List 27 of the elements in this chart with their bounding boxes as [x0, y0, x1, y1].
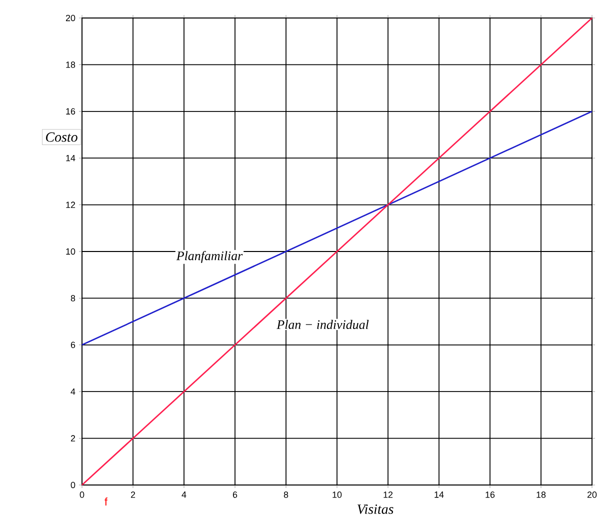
x-axis-title: Visitas: [358, 504, 394, 514]
text: f: [104, 498, 108, 506]
x-tick-label: 6: [232, 492, 238, 498]
x-tick-label: 10: [332, 492, 342, 498]
y-tick-label: 0: [70, 482, 76, 488]
y-tick-label: 8: [70, 295, 76, 302]
series-label: Plan − individual: [276, 320, 369, 330]
y-tick-label: 12: [66, 202, 76, 208]
x-tick-label: 14: [434, 492, 444, 498]
x-tick-label: 0: [80, 492, 84, 498]
x-tick-label: 4: [182, 492, 186, 498]
y-tick-label: 14: [66, 155, 76, 162]
y-tick-label: 2: [70, 435, 76, 442]
y-tick-label: 10: [66, 248, 76, 255]
series-label: Planfamiliar: [176, 250, 243, 263]
y-tick-label: 16: [66, 108, 76, 115]
y-axis-title: Costo: [46, 132, 78, 142]
x-tick-label: 2: [130, 492, 136, 498]
x-tick-label: 12: [384, 492, 393, 498]
x-tick-label: 16: [486, 492, 495, 498]
y-tick-label: 18: [66, 62, 76, 68]
y-tick-label: 4: [70, 388, 76, 395]
x-tick-label: 8: [284, 492, 288, 498]
y-tick-label: 20: [66, 14, 76, 22]
x-tick-label: 18: [536, 492, 546, 498]
y-tick-label: 6: [70, 342, 76, 348]
x-tick-label: 20: [587, 492, 597, 498]
